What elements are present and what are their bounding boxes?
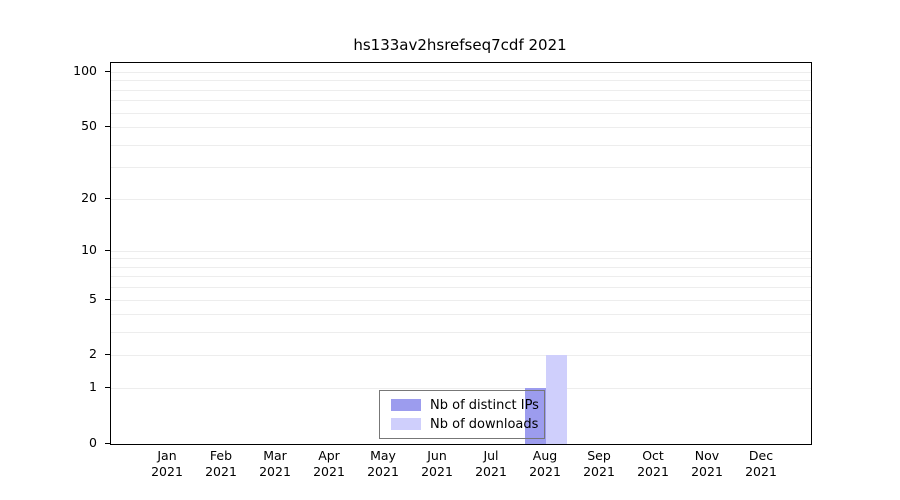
y-tick-label: 2	[89, 346, 97, 362]
legend-item-downloads: Nb of downloads	[391, 416, 539, 432]
plot-area: Nb of distinct IPs Nb of downloads	[110, 62, 812, 445]
y-tick-mark	[105, 298, 110, 300]
legend-swatch-distinct-ips	[391, 399, 421, 411]
gridline	[111, 250, 811, 252]
gridline	[111, 299, 811, 301]
y-tick-label: 0	[89, 435, 97, 450]
gridline	[111, 72, 811, 73]
x-tick-label: Nov 2021	[691, 448, 723, 479]
y-tick-mark	[105, 249, 110, 251]
x-tick-label: Oct 2021	[637, 448, 669, 479]
x-tick-label: Jul 2021	[475, 448, 507, 479]
gridline	[111, 89, 811, 91]
legend: Nb of distinct IPs Nb of downloads	[379, 390, 545, 439]
gridline	[111, 127, 811, 129]
y-tick-label: 1	[89, 379, 97, 395]
legend-label-downloads: Nb of downloads	[430, 416, 539, 432]
gridline	[111, 355, 811, 357]
x-axis: Jan 2021 Feb 2021 Mar 2021 Apr 2021 May 2021 Jun 20…	[110, 446, 810, 494]
x-tick-label: Dec 2021	[745, 448, 777, 479]
y-tick-label: 20	[81, 189, 97, 205]
chart-title: hs133av2hsrefseq7cdf 2021	[353, 36, 567, 54]
gridline	[111, 144, 811, 146]
gridline	[111, 332, 811, 334]
legend-item-distinct-ips: Nb of distinct IPs	[391, 397, 539, 413]
x-tick-label: May 2021	[367, 448, 399, 479]
y-tick-label: 50	[81, 118, 97, 134]
y-axis: 0 1 2 5 10 20 50 100	[0, 62, 110, 450]
bar-nb-of-distinct-ips-aug-2021	[525, 388, 546, 444]
legend-swatch-downloads	[391, 418, 421, 430]
bar-nb-of-downloads-aug-2021	[546, 355, 567, 444]
y-tick-label: 10	[81, 241, 97, 257]
x-tick-label: Apr 2021	[313, 448, 345, 479]
x-tick-label: Jun 2021	[421, 448, 453, 479]
y-tick-label: 5	[89, 290, 97, 306]
gridline	[111, 112, 811, 114]
gridline	[111, 314, 811, 316]
gridline	[111, 167, 811, 169]
gridline	[111, 276, 811, 278]
gridline	[111, 198, 811, 200]
gridline	[111, 287, 811, 289]
x-tick-label: Sep 2021	[583, 448, 615, 479]
gridline	[111, 100, 811, 102]
y-tick-mark	[105, 71, 110, 72]
y-tick-mark	[105, 197, 110, 199]
y-tick-mark	[105, 126, 110, 128]
gridline	[111, 258, 811, 260]
gridline	[111, 266, 811, 268]
x-tick-label: Jan 2021	[151, 448, 183, 479]
gridline	[111, 388, 811, 390]
y-tick-mark	[105, 387, 110, 389]
x-tick-label: Feb 2021	[205, 448, 237, 479]
x-tick-label: Mar 2021	[259, 448, 291, 479]
y-tick-label: 100	[73, 63, 97, 78]
legend-label-distinct-ips: Nb of distinct IPs	[430, 397, 539, 413]
gridline	[111, 80, 811, 82]
y-tick-mark	[105, 354, 110, 356]
x-tick-label: Aug 2021	[529, 448, 561, 479]
y-tick-mark	[105, 443, 110, 444]
